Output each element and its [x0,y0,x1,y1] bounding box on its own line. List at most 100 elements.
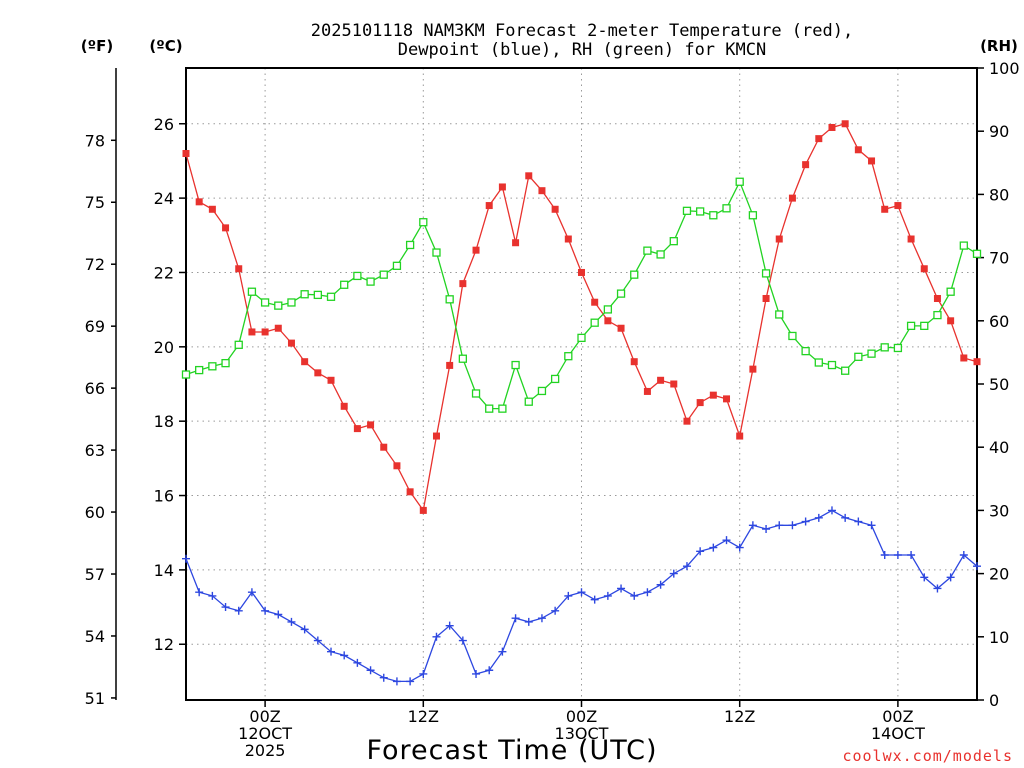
relative-humidity-point [854,352,863,361]
dewpoint-point [445,621,454,630]
rh-tick-label: 100 [989,59,1020,78]
dewpoint-point [762,524,771,533]
axes: 12 14 16 18 20 22 24 26 51 54 57 60 63 66 69 72 75 78 0 10 2… [85,59,1020,760]
dewpoint-point [261,606,270,615]
dewpoint-point [577,588,586,597]
2-meter-temperature-point [723,395,731,403]
celsius-unit-label: (ºC) [149,37,182,55]
dewpoint-point [920,573,929,582]
dewpoint-point [630,591,639,600]
2-meter-temperature-point [907,235,915,243]
2-meter-temperature-line [185,123,978,513]
relative-humidity-point [564,352,573,361]
2-meter-temperature-series [182,120,981,514]
fahrenheit-tick-label: 75 [85,193,105,212]
dewpoint-point [669,569,678,578]
x-tick-label: 00Z [882,707,913,726]
x-tick-label: 13OCT [555,724,609,743]
relative-humidity-point [814,358,823,367]
grid-lines [186,68,977,700]
relative-humidity-point [827,360,837,370]
fahrenheit-tick-label: 69 [85,317,105,336]
x-tick-label: 12Z [408,707,439,726]
dewpoint-point [827,506,836,515]
dewpoint-point [933,584,942,593]
2-meter-temperature-point [802,161,810,169]
relative-humidity-point [841,366,850,375]
dewpoint-point [775,521,784,530]
2-meter-temperature-point [327,376,335,384]
2-meter-temperature-point [472,246,480,254]
2-meter-temperature-point [261,328,269,336]
relative-humidity-point [392,261,402,270]
celsius-tick-label: 22 [154,263,174,282]
2-meter-temperature-point [512,239,520,247]
2-meter-temperature-point [696,399,704,407]
x-axis-title: Forecast Time (UTC) [366,735,657,766]
dewpoint-point [340,651,349,660]
2-meter-temperature-point [947,317,955,325]
2-meter-temperature-point [670,380,678,388]
relative-humidity-point [498,404,507,413]
2-meter-temperature-point [314,369,322,377]
relative-humidity-point [682,206,692,215]
2-meter-temperature-point [248,328,256,336]
relative-humidity-point [313,290,322,300]
celsius-tick-label: 26 [154,115,174,134]
dewpoint-point [472,669,481,678]
relative-humidity-point [340,280,349,289]
relative-humidity-point [221,358,230,368]
relative-humidity-point [946,287,955,296]
relative-humidity-point [208,362,217,371]
dewpoint-point [208,591,217,600]
dewpoint-point [300,625,309,634]
dewpoint-point [748,521,757,530]
relative-humidity-point [300,290,309,299]
2-meter-temperature-point [736,432,744,440]
relative-humidity-point [234,340,243,349]
dewpoint-point [537,614,546,623]
dewpoint-point [221,603,230,612]
relative-humidity-point [287,298,296,307]
fahrenheit-unit-label: (ºF) [81,37,113,55]
2-meter-temperature-point [973,358,981,366]
relative-humidity-point [669,237,678,246]
relative-humidity-point [366,277,375,286]
relative-humidity-point [709,211,718,220]
celsius-tick-label: 24 [154,189,174,208]
relative-humidity-point [247,287,257,296]
2-meter-temperature-point [182,150,190,158]
rh-unit-label: (RH) [980,37,1018,55]
2-meter-temperature-point [367,421,375,429]
dewpoint-point [603,591,612,600]
2-meter-temperature-point [353,425,361,433]
dewpoint-point [366,666,375,675]
2-meter-temperature-point [380,443,388,451]
relative-humidity-point [419,218,428,227]
fahrenheit-tick-label: 66 [85,379,105,398]
2-meter-temperature-point [208,205,216,213]
2-meter-temperature-point [538,187,546,195]
dewpoint-point [643,588,652,597]
relative-humidity-point [775,310,784,319]
2-meter-temperature-point [709,391,717,399]
dewpoint-point [696,547,705,556]
dewpoint-point [709,543,718,552]
chart-title-line-1: 2025101118 NAM3KM Forecast 2-meter Tempe… [311,21,853,41]
dewpoint-point [392,677,401,686]
relative-humidity-point [326,292,336,301]
2-meter-temperature-point [762,294,770,302]
relative-humidity-point [274,301,283,310]
rh-tick-label: 90 [989,122,1009,141]
dewpoint-series [182,506,981,686]
fahrenheit-tick-label: 78 [85,131,105,150]
dewpoint-point [195,588,204,597]
x-tick-label: 14OCT [871,724,925,743]
2-meter-temperature-point [340,402,348,410]
2-meter-temperature-point [657,376,665,384]
fahrenheit-tick-label: 51 [85,689,105,708]
relative-humidity-point [933,310,942,320]
2-meter-temperature-point [393,462,401,470]
dewpoint-point [959,551,968,560]
2-meter-temperature-point [564,235,572,243]
